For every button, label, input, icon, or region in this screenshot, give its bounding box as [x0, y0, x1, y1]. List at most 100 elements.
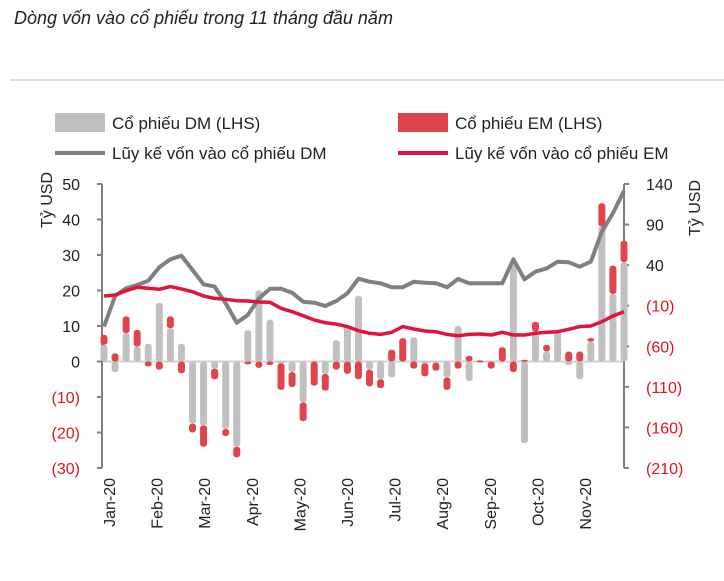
- bar-em: [543, 344, 551, 352]
- bar-em: [133, 329, 141, 347]
- y-tick-label-right: (160): [646, 420, 683, 437]
- bar-dm: [388, 361, 396, 378]
- bar-dm: [343, 326, 351, 362]
- legend-swatch-dm-bar: [55, 113, 105, 132]
- bar-em: [421, 363, 429, 377]
- bar-dm: [354, 295, 362, 362]
- y-tick-label-left: (20): [52, 426, 80, 443]
- bar-dm: [277, 361, 285, 364]
- bar-dm: [598, 226, 606, 362]
- y-tick-label-left: (30): [52, 461, 80, 478]
- bar-em: [321, 373, 329, 391]
- bar-em: [244, 361, 252, 365]
- bar-dm: [144, 343, 152, 362]
- bar-em: [288, 372, 296, 388]
- bar-dm: [233, 361, 241, 447]
- y-tick-label-right: (60): [646, 339, 674, 356]
- bar-dm: [432, 361, 440, 363]
- y-tick-label-right: 90: [646, 218, 664, 235]
- bar-em: [144, 361, 152, 367]
- bar-dm: [177, 343, 185, 362]
- line-dm-cumulative: [102, 189, 626, 328]
- legend-label-dm-line: Lũy kế vốn vào cổ phiếu DM: [112, 144, 327, 163]
- bar-em: [155, 361, 163, 370]
- bar-dm: [211, 361, 219, 369]
- chart-title: Dòng vốn vào cổ phiếu trong 11 tháng đầu…: [14, 8, 393, 28]
- bar-em: [465, 355, 473, 362]
- bar-em: [609, 265, 617, 295]
- bar-em: [122, 316, 130, 334]
- legend-swatch-em-bar: [398, 113, 448, 132]
- x-tick-label: Jun-20: [340, 478, 357, 527]
- bar-dm: [332, 340, 340, 362]
- bar-em: [487, 361, 495, 369]
- x-tick-label: Jul-20: [388, 478, 405, 522]
- bar-em: [432, 362, 440, 371]
- x-tick-label: Nov-20: [578, 478, 595, 530]
- x-tick-label: May-20: [292, 478, 309, 531]
- bar-dm: [531, 331, 539, 362]
- bar-em: [377, 379, 385, 389]
- bar-dm: [377, 361, 385, 380]
- bar-em: [233, 446, 241, 458]
- bar-em: [266, 361, 274, 366]
- bar-dm: [520, 361, 528, 444]
- x-tick-label: Feb-20: [150, 478, 167, 529]
- bar-em: [565, 351, 573, 362]
- bar-em: [354, 361, 362, 380]
- bar-dm: [100, 344, 108, 362]
- legend-label-em-line: Lũy kế vốn vào cổ phiếu EM: [455, 144, 669, 163]
- bar-dm: [155, 302, 163, 362]
- bar-em: [222, 428, 230, 437]
- plot-area: 50 40 30 20 10 0 (10) (20) (30) 140 90 40 (10) (60) (1…: [52, 177, 684, 531]
- bar-em: [177, 361, 185, 374]
- bar-em: [399, 338, 407, 362]
- bar-dm: [509, 260, 517, 362]
- bar-em: [620, 240, 628, 263]
- bar-em: [388, 349, 396, 362]
- y-tick-label-left: (10): [52, 390, 80, 407]
- bar-dm: [609, 294, 617, 362]
- bar-dm: [122, 333, 130, 362]
- bar-dm: [266, 319, 274, 362]
- bar-dm: [454, 326, 462, 362]
- x-tick-label: Apr-20: [245, 478, 262, 526]
- bar-em: [410, 361, 418, 369]
- legend-label-em-bar: Cổ phiếu EM (LHS): [455, 114, 602, 133]
- y-tick-label-right: (10): [646, 299, 674, 316]
- bar-em: [277, 363, 285, 390]
- bar-dm: [133, 346, 141, 362]
- legend-label-dm-bar: Cổ phiếu DM (LHS): [112, 114, 260, 133]
- bar-em: [310, 361, 318, 386]
- bar-dm: [410, 337, 418, 362]
- bar-em: [531, 321, 539, 332]
- bar-em: [520, 359, 528, 362]
- x-tick-label: Mar-20: [197, 478, 214, 529]
- x-tick-label: Oct-20: [530, 478, 547, 526]
- bar-dm: [554, 331, 562, 362]
- bar-em: [498, 347, 506, 362]
- x-tick-label: Aug-20: [435, 478, 452, 530]
- bar-dm: [200, 361, 208, 426]
- bar-em: [476, 360, 484, 363]
- bar-em: [443, 377, 451, 390]
- bar-em: [343, 361, 351, 374]
- bar-dm: [576, 361, 584, 380]
- line-em-cumulative: [103, 284, 625, 338]
- y-tick-label-left: 50: [62, 177, 80, 194]
- y-tick-label-left: 30: [62, 248, 80, 265]
- bar-em: [255, 361, 263, 368]
- bar-em: [598, 203, 606, 227]
- bar-em: [332, 361, 340, 370]
- y-tick-label-right: (110): [646, 380, 682, 397]
- bar-em: [587, 338, 595, 342]
- bar-em: [366, 369, 374, 387]
- bar-em: [454, 361, 462, 369]
- bar-dm: [587, 341, 595, 362]
- y-axis-left-label: Tỷ USD: [39, 172, 56, 228]
- y-tick-label-right: (210): [646, 461, 683, 478]
- bar-dm: [366, 361, 374, 370]
- bar-em: [166, 316, 174, 329]
- bar-dm: [244, 330, 252, 362]
- y-tick-label-left: 40: [62, 213, 80, 230]
